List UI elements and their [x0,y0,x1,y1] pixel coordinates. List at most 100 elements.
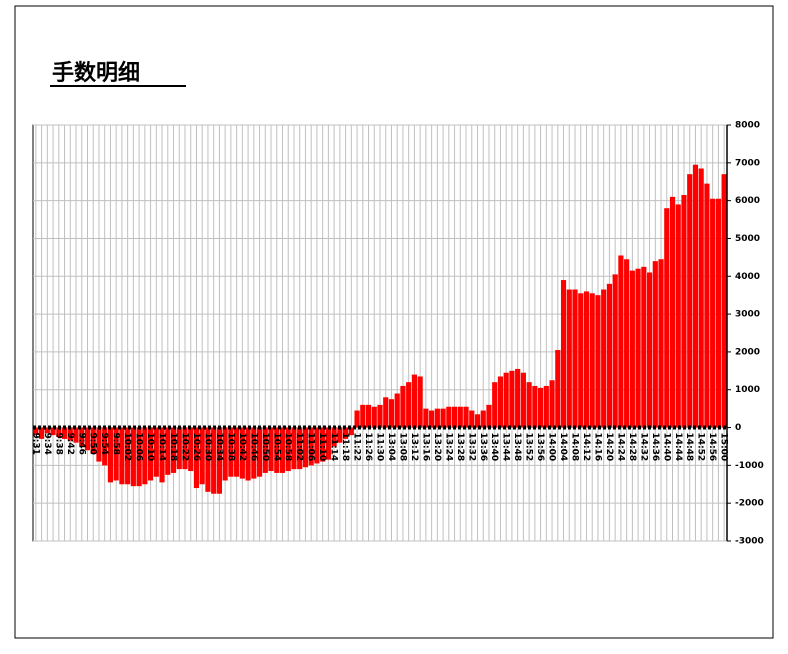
x-tick-label: 10:34 [214,433,224,462]
x-tick-label: 10:46 [248,433,258,462]
bar [147,427,154,481]
bar [687,174,693,428]
x-tick-label: 13:36 [478,433,488,462]
x-tick-label: 13:28 [455,433,465,462]
bar [624,259,630,428]
bar [646,272,653,428]
bar [130,427,136,487]
y-tick-label: 2000 [735,347,760,357]
x-tick-label: 13:20 [432,433,442,462]
x-tick-label: 9:46 [76,433,86,455]
bar [188,427,194,472]
bar [503,372,509,428]
bar [578,293,584,428]
bar [497,376,504,428]
y-tick-label: -2000 [735,499,764,509]
bar [199,427,205,485]
bar [434,408,440,428]
bar [715,198,721,428]
x-tick-label: 10:14 [157,433,167,462]
bar [669,196,676,428]
x-tick-label: 14:00 [547,433,557,462]
bar [56,427,62,437]
bar [136,427,142,487]
bar [251,427,257,479]
bar [595,295,601,428]
bar [457,406,463,428]
bar [125,427,131,485]
bar [314,427,320,464]
bar [451,406,458,428]
bar [96,427,102,462]
bar [222,427,228,481]
bar [606,283,613,428]
bar [698,168,704,428]
bar [165,427,171,475]
x-tick-label: 14:24 [615,433,625,462]
bar [308,427,314,466]
x-tick-label: 10:18 [168,433,178,462]
bar [480,410,486,428]
bar [641,266,647,428]
bar [572,289,578,428]
x-tick-label: 14:28 [627,433,637,462]
bar [44,427,50,434]
x-tick-label: 11:02 [294,433,304,462]
y-tick-label: 4000 [735,272,760,282]
bar [589,293,595,428]
bar [153,427,159,477]
bar [182,427,188,470]
x-tick-label: 14:16 [592,433,602,462]
bar [211,427,217,494]
x-tick-label: 11:30 [375,433,385,462]
x-tick-label: 14:56 [707,433,717,462]
bar [371,406,377,428]
bar [440,408,446,428]
x-tick-label: 11:06 [306,433,316,462]
bar [400,385,406,428]
x-tick-label: 14:20 [604,433,614,462]
x-tick-label: 14:48 [684,433,694,462]
x-tick-label: 13:44 [501,433,511,462]
x-tick-label: 14:04 [558,433,568,462]
bar [629,270,635,428]
x-tick-label: 14:12 [581,433,591,462]
x-tick-label: 13:32 [466,433,476,462]
bar [492,382,498,428]
x-tick-label: 14:40 [661,433,671,462]
bar [721,174,727,428]
x-tick-label: 10:54 [271,433,281,462]
bar [583,291,590,428]
bar [675,204,681,428]
x-tick-label: 10:22 [179,433,189,462]
x-tick-label: 14:08 [570,433,580,462]
bar [612,274,618,428]
bar [343,427,349,439]
bar [39,427,45,439]
bar [61,427,68,439]
bar [113,427,119,481]
x-tick-label: 11:14 [329,433,339,462]
x-tick-label: 14:44 [673,433,683,462]
bar [463,406,469,428]
x-tick-label: 10:42 [237,433,247,462]
bar [302,427,309,468]
bar [354,410,360,428]
bar [297,427,303,470]
x-tick-label: 10:50 [260,433,270,462]
x-tick-label: 13:24 [443,433,453,462]
y-tick-label: 1000 [735,385,760,395]
bar [291,427,297,470]
bar [555,350,561,428]
y-tick-label: 8000 [735,121,760,131]
x-tick-label: 13:40 [489,433,499,462]
bar [142,427,148,485]
bar [469,410,475,428]
bar [509,370,515,428]
bar [515,368,521,428]
x-tick-label: 10:38 [225,433,235,462]
bar [256,427,263,477]
x-tick-label: 9:34 [42,433,52,455]
bar [692,164,699,428]
